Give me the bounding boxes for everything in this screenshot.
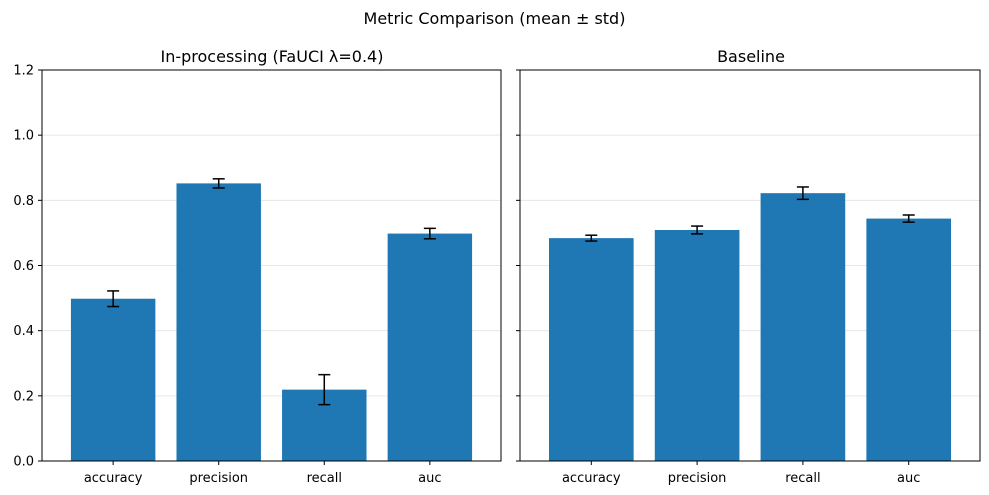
axes-frame (519, 69, 981, 462)
figure-title: Metric Comparison (mean ± std) (364, 9, 626, 28)
x-tick-label: accuracy (84, 471, 143, 486)
bar-auc (387, 233, 473, 461)
panel-title-baseline: Baseline (717, 47, 785, 66)
axes-frame (41, 69, 502, 462)
x-tick-label: precision (668, 471, 727, 486)
panel-in-processing: In-processing (FaUCI λ=0.4) accuracy prec… (13, 47, 502, 486)
y-tick-label: 0.0 (13, 455, 34, 470)
x-tick-label: auc (897, 471, 920, 486)
x-tick-label: precision (189, 471, 248, 486)
x-tick-label: recall (307, 471, 342, 486)
x-tick-label: recall (785, 471, 820, 486)
bar-recall (760, 193, 846, 462)
x-tick-label: accuracy (562, 471, 621, 486)
panel-title-in-processing: In-processing (FaUCI λ=0.4) (161, 47, 384, 66)
bar-accuracy (548, 238, 634, 461)
y-tick-label: 0.4 (13, 324, 34, 339)
y-tick-label: 0.2 (13, 389, 34, 404)
y-tick-label: 0.6 (13, 259, 34, 274)
bar-precision (176, 183, 261, 461)
bar-accuracy (70, 298, 156, 461)
bar-auc (866, 218, 952, 461)
x-tick-label: auc (418, 471, 441, 486)
y-tick-label: 0.8 (13, 194, 34, 209)
y-tick-label: 1.2 (13, 64, 34, 79)
y-tick-label: 1.0 (13, 129, 34, 144)
panel-baseline: Baseline accuracy precision recall auc (516, 47, 981, 486)
bar-precision (654, 229, 740, 461)
